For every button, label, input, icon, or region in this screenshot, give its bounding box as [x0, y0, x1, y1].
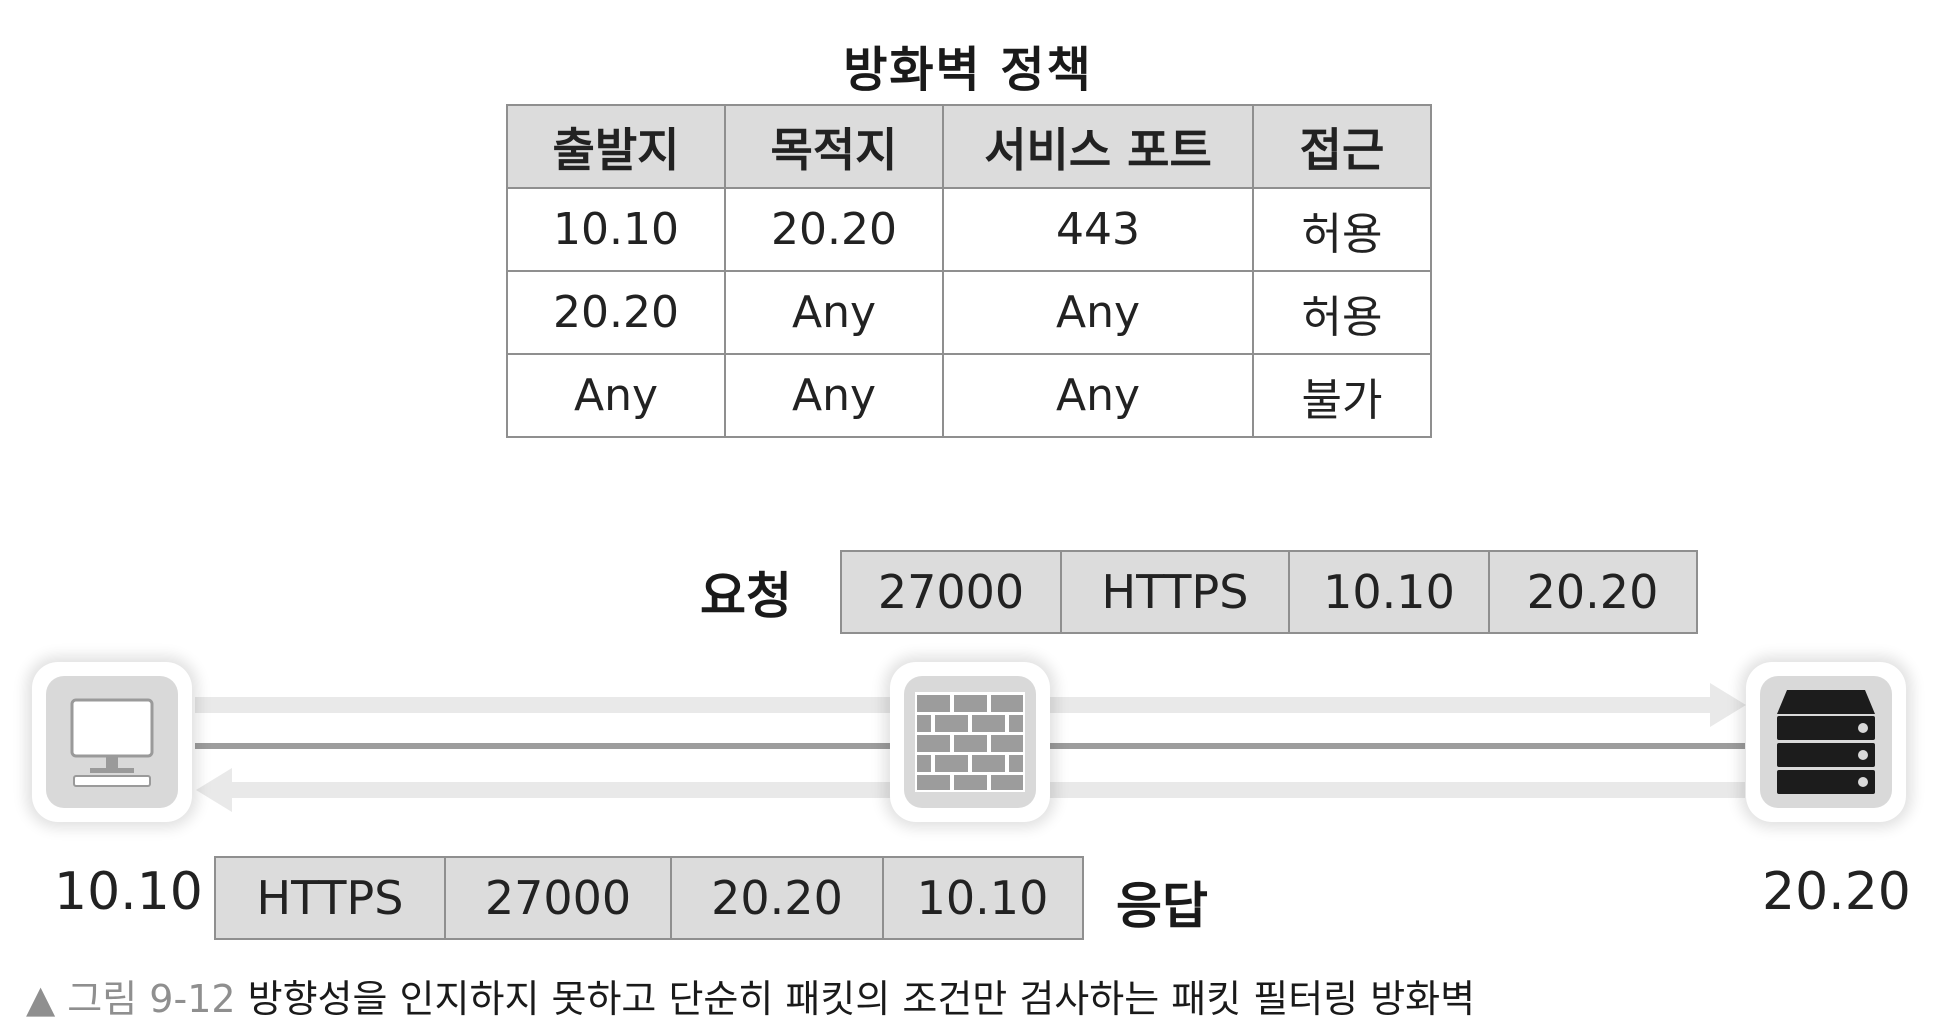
policy-row: 20.20 Any Any 허용: [506, 270, 1432, 355]
figure-number: ▲ 그림 9-12: [26, 977, 236, 1021]
figure-caption-text: 방향성을 인지하지 못하고 단순히 패킷의 조건만 검사하는 패킷 필터링 방화…: [247, 977, 1476, 1021]
client-node: [32, 662, 192, 822]
request-service: HTTPS: [1062, 552, 1290, 632]
client-node-inner: [46, 676, 178, 808]
policy-cell: 불가: [1252, 353, 1432, 438]
request-destination-ip: 20.20: [1526, 565, 1659, 619]
server-node: [1746, 662, 1906, 822]
policy-row: 10.10 20.20 443 허용: [506, 187, 1432, 272]
policy-cell: 20.20: [506, 270, 726, 355]
header-source: 출발지: [506, 104, 726, 189]
policy-cell: 허용: [1252, 187, 1432, 272]
brick-firewall-icon: [915, 692, 1025, 792]
response-arrow-head-icon: [196, 768, 232, 812]
response-service: HTTPS: [216, 858, 446, 938]
response-packet: HTTPS 27000 20.20 10.10: [214, 856, 1084, 940]
policy-header-row: 출발지 목적지 서비스 포트 접근: [506, 104, 1432, 189]
response-label: 응답: [1116, 877, 1208, 935]
policy-cell: Any: [942, 270, 1254, 355]
request-arrow-head-icon: [1710, 683, 1746, 727]
server-node-inner: [1760, 676, 1892, 808]
firewall-policy-table: 출발지 목적지 서비스 포트 접근 10.10 20.20 443 허용 20.…: [506, 104, 1432, 438]
response-destination-port: 27000: [446, 858, 672, 938]
header-destination: 목적지: [724, 104, 944, 189]
response-destination-ip: 10.10: [916, 871, 1049, 925]
server-ip-label: 20.20: [1762, 862, 1911, 922]
figure-caption: ▲ 그림 9-12 방향성을 인지하지 못하고 단순히 패킷의 조건만 검사하는…: [26, 968, 1475, 1023]
server-icon: [1777, 690, 1875, 794]
request-label: 요청: [700, 567, 792, 625]
client-ip-label: 10.10: [54, 862, 203, 922]
firewall-node: [890, 662, 1050, 822]
policy-cell: Any: [506, 353, 726, 438]
policy-cell: 20.20: [724, 187, 944, 272]
computer-icon: [70, 698, 154, 787]
policy-row: Any Any Any 불가: [506, 353, 1432, 438]
policy-cell: Any: [724, 353, 944, 438]
request-source-port: 27000: [842, 552, 1062, 632]
response-source-ip: 20.20: [672, 858, 884, 938]
policy-cell: Any: [942, 353, 1254, 438]
header-access: 접근: [1252, 104, 1432, 189]
policy-cell: 10.10: [506, 187, 726, 272]
policy-cell: 허용: [1252, 270, 1432, 355]
request-packet: 27000 HTTPS 10.10 20.20: [840, 550, 1698, 634]
policy-cell: 443: [942, 187, 1254, 272]
firewall-node-inner: [904, 676, 1036, 808]
header-service-port: 서비스 포트: [942, 104, 1254, 189]
policy-cell: Any: [724, 270, 944, 355]
policy-title: 방화벽 정책: [843, 42, 1093, 98]
request-source-ip: 10.10: [1290, 552, 1490, 632]
